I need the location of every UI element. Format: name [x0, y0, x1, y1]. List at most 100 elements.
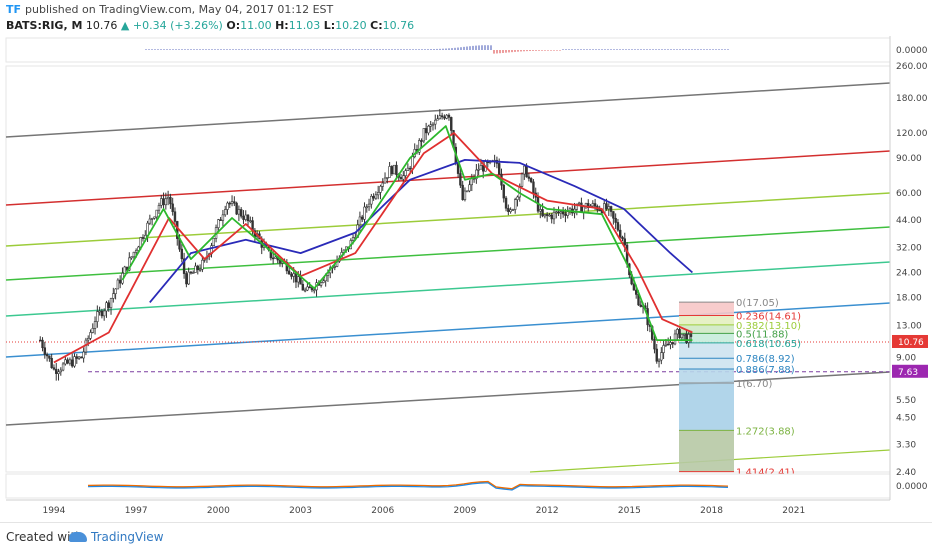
histogram-bar — [253, 49, 255, 50]
ema-mid-line — [53, 132, 693, 364]
price-tick-label: 5.50 — [896, 396, 916, 406]
histogram-bar — [295, 49, 297, 50]
top-oscillator-frame — [5, 37, 891, 63]
histogram-bar — [187, 49, 189, 50]
candle-body — [655, 348, 658, 362]
histogram-bar — [463, 46, 465, 50]
histogram-bar — [316, 49, 318, 50]
low-label: L: — [323, 19, 336, 32]
tradingview-logo[interactable]: TradingView — [69, 530, 164, 544]
candle-body — [189, 271, 193, 274]
histogram-bar — [505, 50, 507, 53]
bottom-oscillator-pane — [5, 473, 891, 499]
candle-body — [180, 248, 184, 260]
candle-body — [482, 165, 485, 172]
candle-body — [239, 209, 243, 217]
histogram-bar — [490, 45, 492, 50]
histogram-bar — [262, 49, 264, 50]
histogram-bar — [571, 49, 573, 50]
histogram-bar — [289, 49, 291, 50]
price-tick-label: 260.00 — [896, 62, 928, 72]
candle-body — [98, 310, 101, 313]
open-value: 11.00 — [240, 19, 272, 32]
symbol-label[interactable]: BATS:RIG, M — [6, 19, 83, 32]
price-tick-label: 9.00 — [896, 353, 916, 363]
candle-body — [116, 279, 120, 290]
histogram-bar — [568, 49, 570, 50]
candle-body — [598, 209, 601, 212]
candle-body — [294, 273, 298, 283]
histogram-bar — [280, 49, 282, 50]
candle-body — [358, 216, 362, 226]
year-tick-label: 2012 — [536, 506, 559, 516]
histogram-bar — [346, 49, 348, 50]
candle-body — [376, 192, 380, 196]
histogram-bar — [625, 49, 627, 50]
candle-body — [144, 234, 147, 239]
trend-lines — [5, 65, 891, 473]
histogram-bar — [502, 50, 504, 53]
candle-body — [146, 222, 149, 236]
histogram-bar — [193, 49, 195, 50]
candle-body — [605, 203, 608, 210]
histogram-bar — [613, 49, 615, 50]
high-value: 11.03 — [288, 19, 321, 32]
candle-body — [616, 222, 620, 231]
histogram-bar — [478, 45, 480, 50]
candle-body — [557, 211, 560, 214]
candle-body — [287, 270, 291, 275]
candle-body — [228, 202, 231, 205]
candle-body — [132, 251, 136, 258]
candle-body — [671, 342, 674, 345]
histogram-bar — [532, 50, 534, 51]
histogram-bar — [343, 49, 345, 50]
histogram-bar — [403, 49, 405, 50]
histogram-bar — [454, 47, 456, 50]
histogram-bar — [559, 50, 561, 51]
histogram-bar — [154, 49, 156, 50]
histogram-bar — [553, 50, 555, 51]
histogram-bar — [607, 49, 609, 50]
histogram-bar — [619, 49, 621, 50]
top-oscillator-pane — [5, 37, 891, 63]
candle-body — [185, 273, 188, 285]
green-trend-line — [5, 226, 891, 281]
candle-body — [614, 217, 617, 223]
histogram-bar — [331, 49, 333, 50]
histogram-bar — [565, 49, 567, 50]
histogram-bar — [274, 49, 276, 50]
candle-body — [653, 339, 656, 350]
histogram-bar — [670, 49, 672, 50]
candle-body — [374, 194, 378, 199]
histogram-bar — [715, 49, 717, 50]
year-tick-label: 2003 — [289, 506, 312, 516]
candle-body — [198, 269, 202, 271]
fib-level-label: 0.236(14.61) — [736, 311, 801, 322]
histogram-bar — [178, 49, 180, 50]
histogram-bar — [163, 49, 165, 50]
histogram-bar — [175, 49, 177, 50]
candle-body — [513, 199, 517, 210]
tradingview-mark-icon: TF — [6, 3, 22, 16]
histogram-bar — [673, 49, 675, 50]
candle-body — [64, 359, 67, 365]
price-chart[interactable]: 0(17.05) 0.236(14.61)0.382(13.10)0.5(11.8… — [0, 0, 932, 522]
candle-body — [445, 114, 448, 119]
histogram-bar — [301, 49, 303, 50]
candle-body — [545, 214, 549, 216]
fib-band — [679, 333, 734, 343]
histogram-bar — [601, 49, 603, 50]
candle-body — [541, 209, 544, 217]
histogram-bar — [700, 49, 702, 50]
histogram-bar — [655, 49, 657, 50]
histogram-bar — [412, 49, 414, 50]
candle-body — [427, 125, 430, 134]
price-tick-label: 180.00 — [896, 94, 928, 104]
tradingview-brand: TradingView — [91, 530, 164, 544]
histogram-bar — [523, 50, 525, 52]
candle-body — [301, 283, 305, 291]
histogram-bar — [526, 50, 528, 52]
histogram-bar — [481, 45, 483, 50]
candle-body — [182, 258, 186, 274]
histogram-bar — [433, 49, 435, 50]
